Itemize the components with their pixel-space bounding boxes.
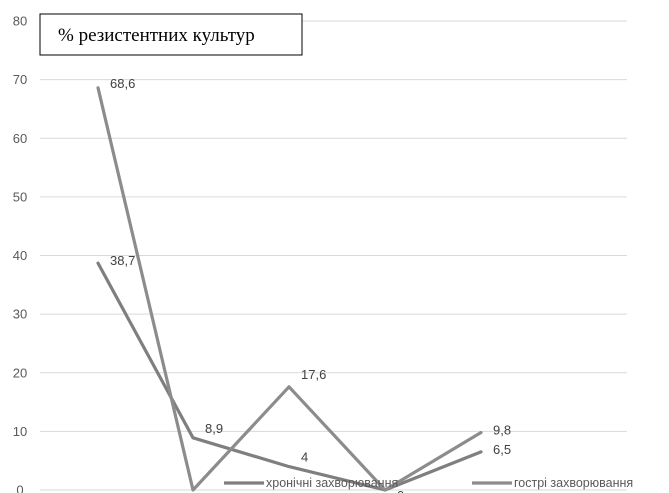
- y-tick-label-70: 70: [13, 72, 27, 87]
- data-label-s2-1: 68,6: [110, 76, 135, 91]
- y-tick-label-60: 60: [13, 131, 27, 146]
- y-tick-label-50: 50: [13, 189, 27, 204]
- y-axis-ticks: 0 10 20 30 40 50 60 70 80: [13, 14, 27, 493]
- data-label-s1-2: 8,9: [205, 421, 223, 436]
- data-label-s2-4: 0: [393, 491, 400, 493]
- y-tick-label-30: 30: [13, 307, 27, 322]
- data-label-s2-5: 9,8: [493, 423, 511, 438]
- legend: хронічні захворювання гострі захворювання: [224, 476, 633, 490]
- data-label-s1-5: 6,5: [493, 442, 511, 457]
- y-tick-label-40: 40: [13, 248, 27, 263]
- data-label-s1-3: 4: [301, 450, 308, 465]
- legend-label-1: хронічні захворювання: [266, 476, 398, 490]
- series-lines: [96, 86, 483, 492]
- chart-title: % резистентних культур: [58, 25, 255, 46]
- data-labels: 38,7 8,9 4 0 6,5 68,6 0 17,6 0 9,8: [110, 76, 511, 493]
- chart-title-box: % резистентних культур: [39, 13, 303, 56]
- y-tick-label-0: 0: [16, 483, 23, 493]
- y-tick-label-80: 80: [13, 14, 27, 29]
- data-label-s2-2: 0: [201, 491, 208, 493]
- title-frame: [39, 13, 303, 56]
- series-line-1: [96, 261, 483, 492]
- series-line-2: [96, 86, 483, 492]
- data-label-s1-4: 0: [397, 488, 404, 493]
- data-label-s1-1: 38,7: [110, 253, 135, 268]
- legend-label-2: гострі захворювання: [514, 476, 633, 490]
- data-label-s2-3: 17,6: [301, 367, 326, 382]
- y-tick-label-10: 10: [13, 424, 27, 439]
- y-tick-label-20: 20: [13, 365, 27, 380]
